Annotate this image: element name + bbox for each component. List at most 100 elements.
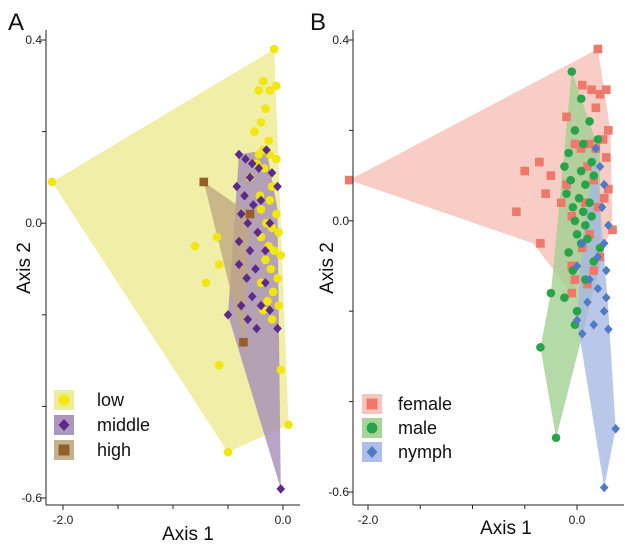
middle-point xyxy=(254,163,264,173)
low-point xyxy=(273,273,282,283)
male-point xyxy=(578,139,588,149)
x-axis-title: Axis 1 xyxy=(480,518,532,539)
female-point xyxy=(567,261,577,271)
female-point xyxy=(583,279,592,289)
low-point xyxy=(190,241,200,251)
low-point xyxy=(274,228,283,237)
nymph-point xyxy=(583,297,592,307)
low-point xyxy=(276,250,286,260)
female-point xyxy=(585,230,594,239)
low-point xyxy=(267,315,277,324)
female-point xyxy=(601,85,611,95)
low-point xyxy=(272,209,281,219)
male-point xyxy=(564,148,573,158)
middle-point xyxy=(251,264,260,274)
female-point xyxy=(601,153,611,162)
legend-marker-nymph xyxy=(366,445,378,459)
low-point xyxy=(261,255,270,265)
legend-label: high xyxy=(97,440,131,460)
female-point xyxy=(587,85,596,95)
low-point xyxy=(223,447,233,457)
y-tick-label: 0.0 xyxy=(332,214,349,228)
female-point xyxy=(576,144,586,153)
female-point xyxy=(512,207,521,217)
female-point xyxy=(608,225,617,235)
low-point xyxy=(47,177,57,187)
y-tick-label: 0.4 xyxy=(332,33,349,47)
legend-marker-middle xyxy=(58,418,70,432)
male-point xyxy=(570,126,580,135)
y-axis-title: Axis 2 xyxy=(14,242,35,294)
nymph-point xyxy=(597,202,607,212)
low-point xyxy=(272,154,281,164)
female-point xyxy=(593,44,603,54)
hull-female xyxy=(349,49,613,294)
legend-label: middle xyxy=(97,415,150,435)
middle-point xyxy=(265,218,275,228)
hull-low xyxy=(52,49,289,453)
low-point xyxy=(269,246,279,255)
low-point xyxy=(266,264,276,274)
low-point xyxy=(269,44,279,54)
male-point xyxy=(581,180,590,189)
male-point xyxy=(576,166,586,176)
male-point xyxy=(568,202,578,212)
y-tick-label: -0.6 xyxy=(328,485,349,499)
middle-point xyxy=(247,291,257,302)
low-point xyxy=(261,104,270,113)
legend: low middle high xyxy=(54,390,150,460)
nymph-point xyxy=(604,324,613,335)
x-axis-title: Axis 1 xyxy=(162,524,214,545)
middle-point xyxy=(245,172,255,183)
female-point xyxy=(535,157,544,167)
female-point xyxy=(570,275,580,284)
male-point xyxy=(564,248,573,257)
female-point xyxy=(589,175,599,185)
female-point xyxy=(604,126,613,135)
female-point xyxy=(557,198,566,208)
female-point xyxy=(570,139,580,149)
nymph-point xyxy=(599,179,609,190)
male-point xyxy=(560,293,569,302)
legend-item-middle: middle xyxy=(54,415,150,435)
low-point xyxy=(258,76,268,86)
nymph-point xyxy=(585,274,594,285)
legend-item-high: high xyxy=(54,440,131,460)
middle-point xyxy=(236,300,246,311)
female-point xyxy=(562,180,571,189)
female-point xyxy=(583,162,592,171)
nymph-point xyxy=(593,283,603,294)
middle-point xyxy=(253,227,262,238)
high-point xyxy=(199,177,209,187)
middle-point xyxy=(273,181,282,192)
low-point xyxy=(263,296,272,306)
y-tick-label: 0.4 xyxy=(25,33,42,47)
nymph-point xyxy=(577,238,587,249)
legend-item-female: female xyxy=(362,394,452,414)
middle-point xyxy=(249,200,258,210)
middle-point xyxy=(261,245,270,256)
legend-item-male: male xyxy=(362,418,437,438)
low-point xyxy=(267,182,277,191)
series-nymph xyxy=(572,143,620,493)
male-point xyxy=(546,288,556,298)
low-point xyxy=(274,301,283,310)
nymph-point xyxy=(599,238,609,249)
male-point xyxy=(567,67,577,76)
nymph-point xyxy=(604,220,613,231)
nymph-point xyxy=(593,252,603,262)
legend-label: nymph xyxy=(398,442,452,462)
nymph-point xyxy=(601,265,611,276)
female-point xyxy=(598,135,608,144)
y-tick-label: -0.6 xyxy=(21,491,42,505)
middle-point xyxy=(234,149,244,160)
low-point xyxy=(265,86,275,95)
male-point xyxy=(587,157,596,167)
male-point xyxy=(572,306,582,316)
male-point xyxy=(589,171,599,180)
female-point xyxy=(344,175,354,185)
middle-point xyxy=(262,145,271,155)
male-point xyxy=(572,230,582,239)
high-point xyxy=(245,209,255,219)
